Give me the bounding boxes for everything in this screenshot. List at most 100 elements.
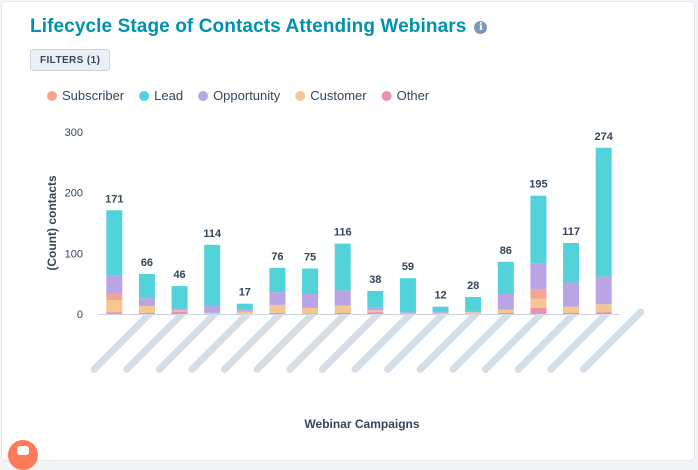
bar-segment-lead (204, 244, 221, 306)
bar-segment-opportunity (563, 282, 580, 307)
bar-segment-other (530, 307, 547, 314)
x-category-blur (351, 308, 416, 373)
x-category-blur (449, 308, 514, 373)
y-tick-label: 0 (77, 309, 83, 321)
bar-segment-other (367, 312, 384, 314)
title-row: Lifecycle Stage of Contacts Attending We… (30, 16, 488, 38)
bar-segment-other (563, 312, 580, 314)
bar-segment-customer (171, 310, 188, 312)
bar-segment-customer (465, 312, 482, 314)
bar-total-label: 195 (529, 179, 547, 191)
bar-segment-opportunity (465, 310, 482, 313)
bar-segment-customer (138, 306, 155, 313)
x-category-blur (188, 308, 253, 373)
bar-segment-lead (138, 273, 155, 299)
legend-label-opportunity: Opportunity (213, 88, 281, 103)
bar-total-label: 17 (239, 287, 251, 299)
bar-segment-opportunity (236, 309, 253, 312)
bar-segment-opportunity (334, 290, 351, 306)
legend-swatch-subscriber (47, 91, 57, 101)
bar-segment-opportunity (530, 263, 547, 290)
bar-segment-other (302, 313, 319, 314)
info-icon[interactable]: i (474, 20, 488, 34)
legend-label-customer: Customer (310, 88, 367, 103)
legend-swatch-lead (139, 91, 150, 101)
bar-segment-lead (367, 290, 384, 308)
y-tick-label: 100 (65, 248, 83, 260)
bar-segment-other (171, 311, 188, 314)
bar-segment-opportunity (204, 305, 221, 313)
x-category-blur (221, 308, 286, 373)
bar-segment-customer (595, 304, 612, 313)
bar-segment-lead (302, 268, 319, 294)
x-category-blur (318, 308, 384, 373)
bar-segment-other (269, 312, 286, 314)
x-category-blur (286, 308, 351, 373)
legend-label-lead: Lead (154, 88, 183, 103)
bar-segment-other (497, 312, 514, 314)
legend-label-subscriber: Subscriber (62, 88, 125, 103)
bar-total-label: 12 (434, 290, 446, 302)
bar-segment-lead (269, 267, 286, 293)
bar-segment-lead (106, 210, 123, 276)
x-category-blur (123, 308, 188, 373)
bar-segment-customer (302, 307, 319, 314)
bar-segment-customer (367, 310, 384, 313)
bar-total-label: 171 (105, 193, 123, 205)
bar-total-label: 274 (595, 131, 614, 143)
bar-segment-other (595, 312, 612, 314)
bar-total-label: 46 (173, 269, 185, 281)
legend-label-other: Other (397, 88, 430, 103)
bar-total-label: 38 (369, 274, 381, 286)
legend-swatch-customer (295, 91, 306, 101)
x-category-blur (253, 308, 318, 373)
x-category-blur (547, 308, 612, 373)
chart-title: Lifecycle Stage of Contacts Attending We… (30, 16, 467, 37)
bar-segment-opportunity (106, 275, 123, 294)
bar-segment-opportunity (269, 292, 286, 305)
bar-segment-other (138, 312, 155, 314)
bar-segment-other (106, 312, 123, 314)
bar-total-label: 66 (141, 257, 153, 269)
bar-segment-customer (334, 305, 351, 313)
bar-segment-lead (432, 306, 449, 312)
bar-segment-lead (530, 195, 547, 264)
y-tick-label: 300 (65, 127, 83, 139)
bar-segment-customer (432, 312, 449, 314)
bar-segment-customer (204, 312, 221, 314)
legend-swatch-other (381, 91, 392, 101)
x-axis-label: Webinar Campaigns (304, 417, 419, 431)
bar-segment-opportunity (171, 308, 188, 311)
legend-swatch-opportunity (198, 91, 209, 101)
bar-segment-customer (399, 313, 416, 314)
x-category-blur (90, 308, 155, 373)
bar-segment-opportunity (367, 307, 384, 311)
bar-total-label: 114 (203, 228, 222, 240)
bar-segment-customer (563, 306, 580, 313)
bar-segment-customer (530, 298, 547, 308)
bar-total-label: 28 (467, 280, 479, 292)
bar-segment-lead (399, 278, 416, 313)
x-category-blur (514, 308, 579, 373)
bar-segment-lead (171, 286, 188, 309)
bar-segment-subscriber (106, 293, 123, 301)
bar-segment-opportunity (497, 293, 514, 310)
filters-button[interactable]: FILTERS (1) (30, 49, 111, 71)
x-category-blur (384, 308, 449, 373)
y-axis-label: (Count) contacts (45, 175, 59, 271)
bar-segment-other (334, 312, 351, 314)
bar-segment-customer (269, 304, 286, 313)
bar-segment-opportunity (432, 311, 449, 313)
bar-segment-opportunity (302, 293, 319, 308)
bar-segment-subscriber (530, 289, 547, 299)
bar-segment-customer (497, 309, 514, 313)
bar-total-label: 59 (402, 261, 414, 273)
bar-segment-lead (563, 243, 580, 283)
bar-segment-lead (497, 261, 514, 294)
bar-segment-customer (236, 311, 253, 314)
y-tick-label: 200 (65, 188, 83, 200)
bar-total-label: 117 (562, 226, 580, 238)
chat-icon[interactable] (8, 440, 38, 470)
x-category-blur (579, 308, 645, 373)
